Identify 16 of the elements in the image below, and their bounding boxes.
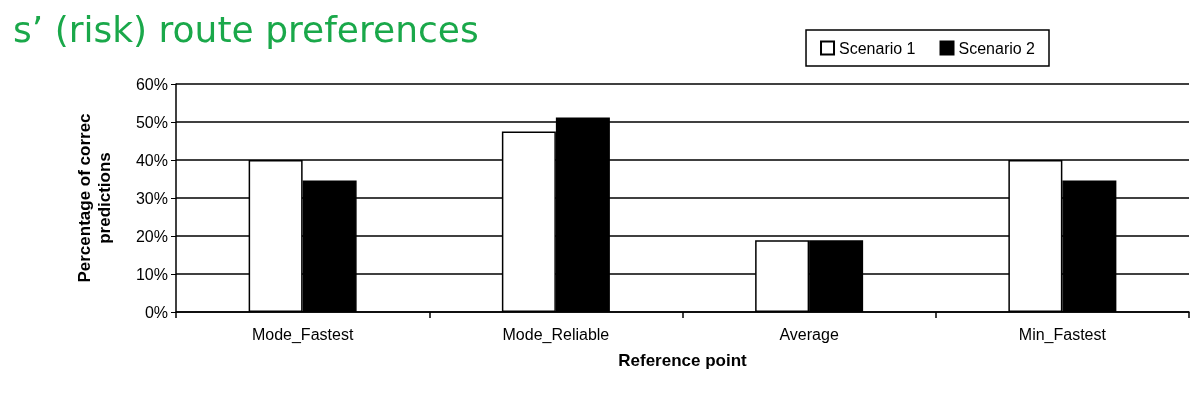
x-axis-title: Reference point <box>618 351 748 370</box>
y-axis-title: Percentage of correc predictions <box>74 113 114 283</box>
legend-label: Scenario 2 <box>958 39 1036 57</box>
y-tick-label: 0% <box>144 303 168 321</box>
y-tick-label: 30% <box>135 189 168 207</box>
y-tick-label: 20% <box>135 227 168 245</box>
x-tick-label: Mode_Reliable <box>502 325 610 344</box>
y-tick-label: 50% <box>135 113 168 131</box>
y-tick-label: 60% <box>135 75 168 93</box>
chart-title: s’ (risk) route preferences <box>13 8 479 50</box>
y-tick-label: 10% <box>135 265 168 283</box>
x-tick-label: Mode_Fastest <box>251 325 354 344</box>
legend-label: Scenario 1 <box>839 39 916 57</box>
x-tick-label: Average <box>779 325 839 343</box>
y-tick-label: 40% <box>135 151 168 169</box>
x-tick-label: Min_Fastest <box>1018 325 1107 344</box>
